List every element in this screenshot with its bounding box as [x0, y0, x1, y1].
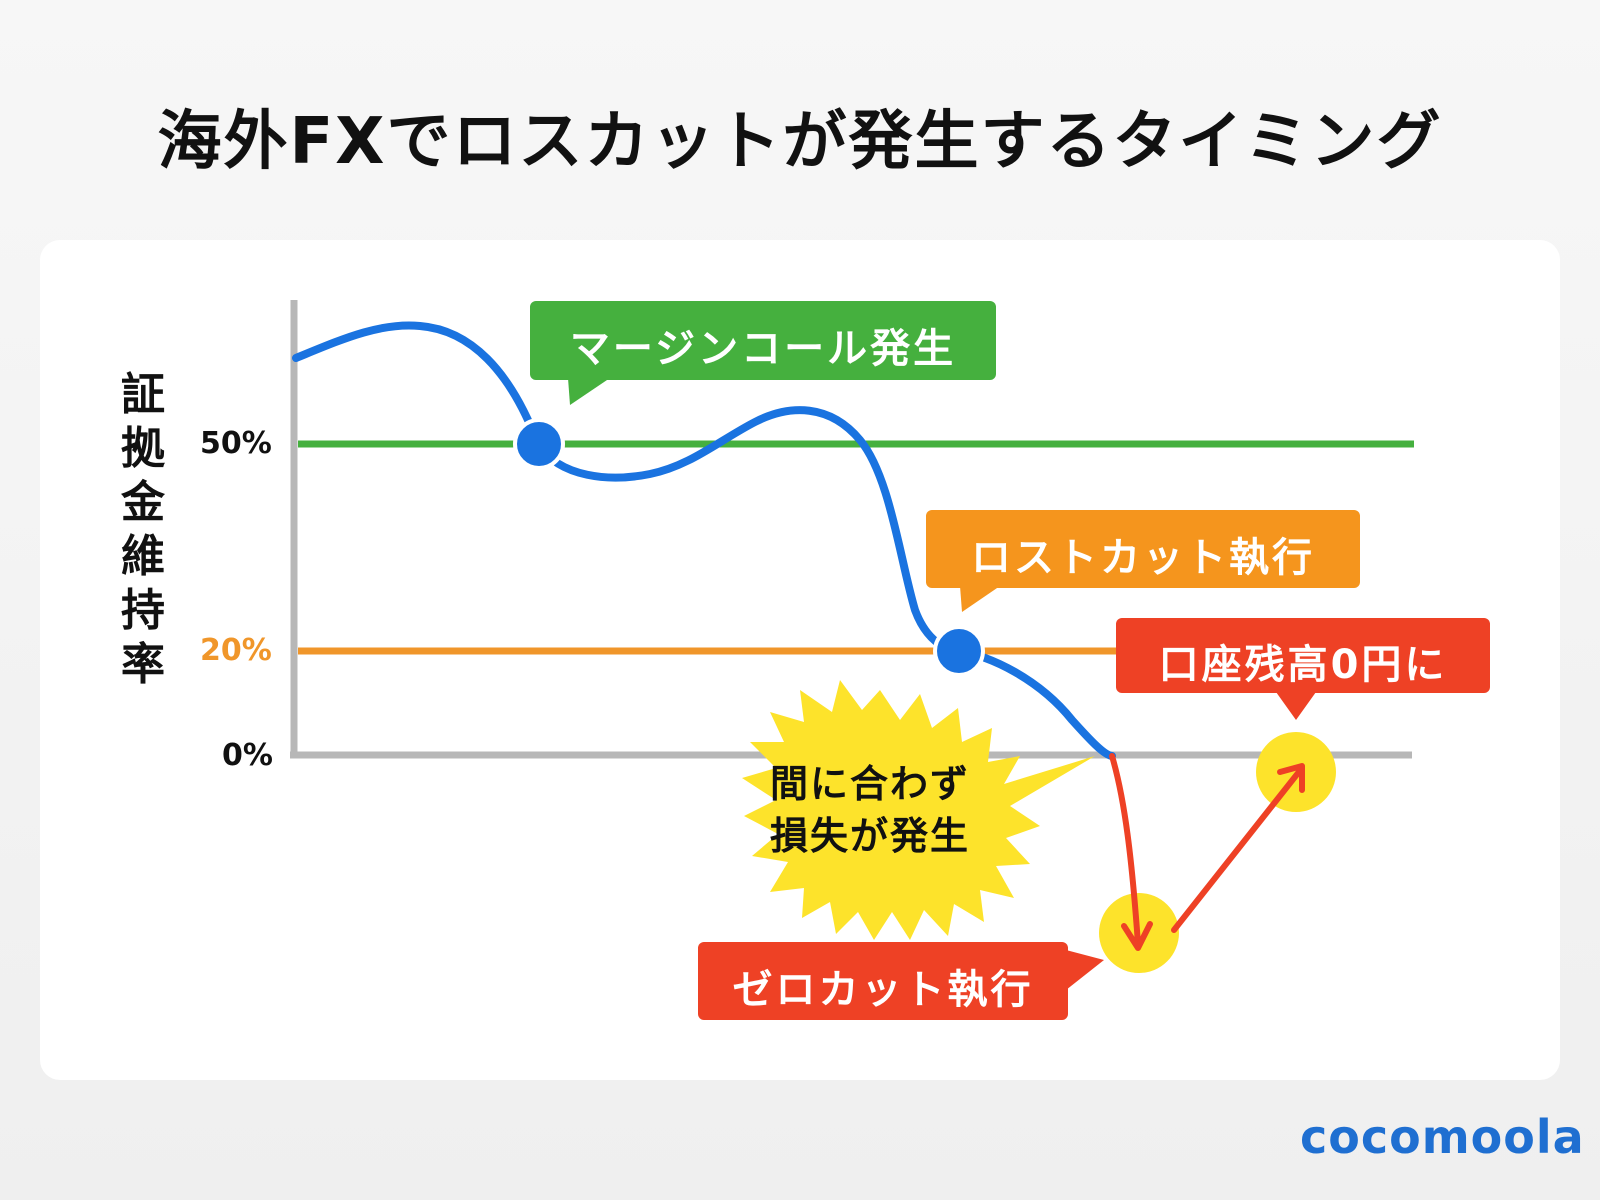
tick-0: 0% [222, 738, 273, 773]
tick-50: 50% [200, 426, 272, 461]
margin-call-point [513, 418, 565, 470]
starburst-shape [742, 680, 1095, 940]
zero-cut-callout-box [698, 942, 1068, 1020]
loss-warning-text: 間に合わず 損失が発生 [770, 762, 971, 858]
tick-20: 20% [200, 633, 272, 668]
loss-cut-callout-box [926, 510, 1360, 588]
zero-cut-label: ゼロカット執行 [732, 967, 1034, 1013]
margin-call-callout-tail [568, 378, 610, 405]
loss-cut-point [933, 625, 985, 677]
drop-arrow-head [1121, 921, 1153, 951]
margin-call-label: マージンコール発生 [569, 326, 957, 372]
recovery-arrow [1171, 765, 1305, 933]
zero-cut-callout-tail [1066, 950, 1104, 990]
drop-arrow [1109, 753, 1141, 947]
zero-balance-label: 口座残高0円に [1158, 642, 1448, 688]
brand-logo: cocomoola [1300, 1110, 1585, 1164]
loss-cut-callout-tail [960, 586, 1000, 612]
zero-balance-callout-tail [1276, 692, 1316, 720]
page-title: 海外FXでロスカットが発生するタイミング [157, 105, 1443, 179]
zero-balance-callout-box [1116, 618, 1490, 693]
loss-cut-label: ロストカット執行 [971, 535, 1315, 581]
y-axis-label: 証 拠 金 維 持 率 [121, 369, 165, 690]
margin-call-callout-box [530, 301, 996, 380]
recovery-arrow-head [1277, 763, 1305, 793]
